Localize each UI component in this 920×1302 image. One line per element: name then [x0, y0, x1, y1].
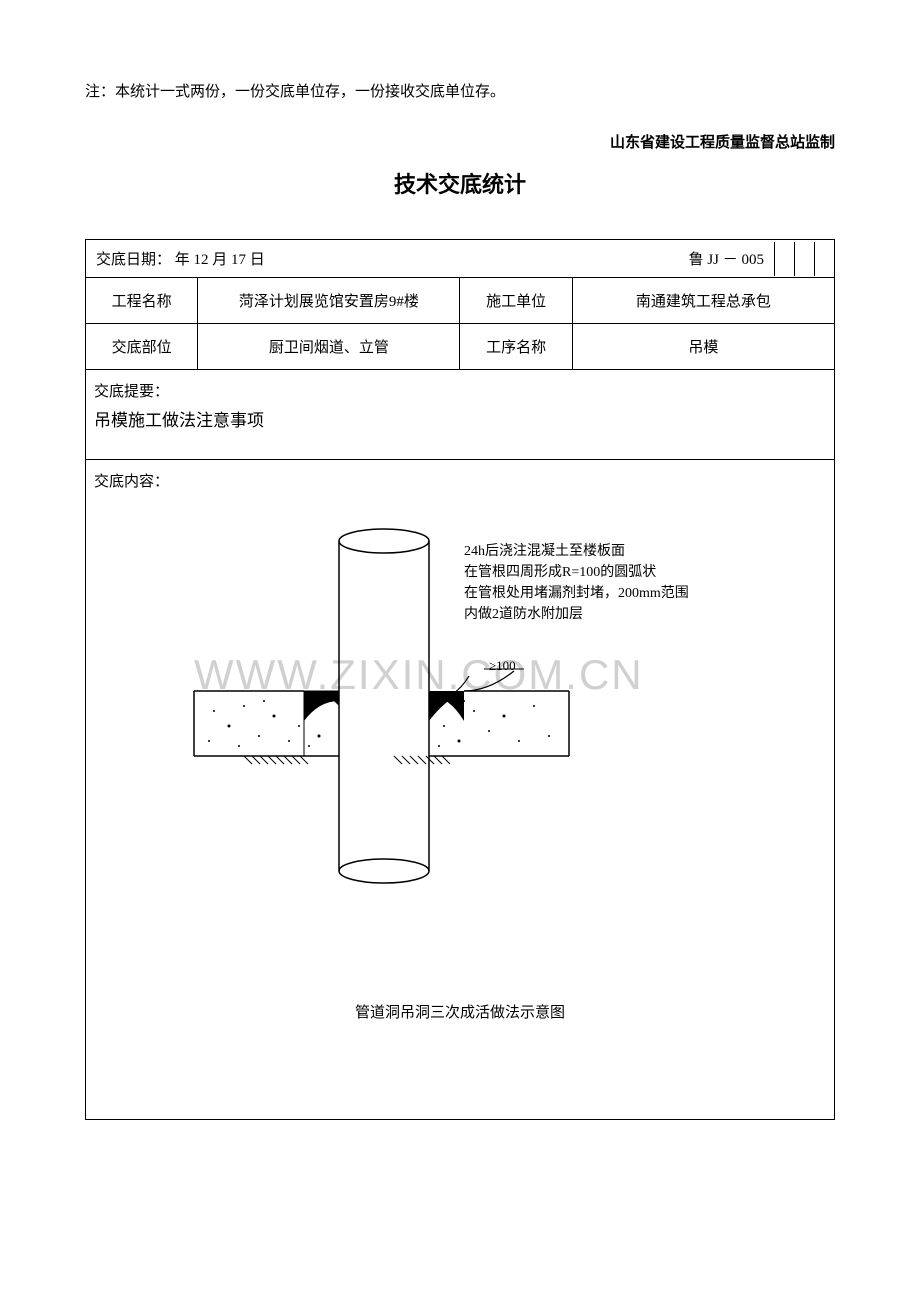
process-name-value: 吊模	[572, 324, 834, 370]
hatch-right	[394, 756, 450, 764]
note-text: 注：本统计一式两份，一份交底单位存，一份接收交底单位存。	[85, 80, 835, 101]
position-value: 厨卫间烟道、立管	[198, 324, 460, 370]
position-label: 交底部位	[86, 324, 198, 370]
page-title: 技术交底统计	[85, 167, 835, 199]
table-row: 交底部位 厨卫间烟道、立管 工序名称 吊模	[86, 324, 835, 370]
annotation-line-1: 24h后浇注混凝土至楼板面	[464, 541, 689, 562]
summary-title: 交底提要：	[94, 380, 826, 401]
doc-number: 鲁 JJ － 005	[689, 252, 764, 268]
annotation-line-4: 内做2道防水附加层	[464, 604, 689, 625]
date-value: 年 12 月 17 日	[175, 252, 265, 268]
diagram-area: WWW.ZIXIN.COM.CN 24h后浇注混凝土至楼板面 在管根四周形成R=…	[94, 501, 826, 981]
annotation-line-3: 在管根处用堵漏剂封堵，200mm范围	[464, 583, 689, 604]
annotation-text: 24h后浇注混凝土至楼板面 在管根四周形成R=100的圆弧状 在管根处用堵漏剂封…	[464, 541, 689, 625]
section-content: 交底内容： WWW.ZIXIN.COM.CN 24h后浇注混凝土至楼板面 在管根…	[85, 460, 835, 1120]
date-row: 交底日期： 年 12 月 17 日 鲁 JJ － 005	[85, 239, 835, 277]
header-supervisor: 山东省建设工程质量监督总站监制	[85, 131, 835, 152]
checkbox-3	[814, 242, 834, 276]
annotation-line-2: 在管根四周形成R=100的圆弧状	[464, 562, 689, 583]
project-name-value: 菏泽计划展览馆安置房9#楼	[198, 278, 460, 324]
summary-content: 吊模施工做法注意事项	[94, 406, 826, 431]
process-name-label: 工序名称	[460, 324, 572, 370]
date-label: 交底日期：	[96, 252, 171, 268]
checkbox-1	[774, 242, 794, 276]
section-summary: 交底提要： 吊模施工做法注意事项	[85, 370, 835, 460]
content-title: 交底内容：	[94, 470, 826, 491]
hatch-left	[244, 756, 308, 764]
construction-unit-label: 施工单位	[460, 278, 572, 324]
dimension-label: ≥100	[489, 658, 516, 674]
construction-unit-value: 南通建筑工程总承包	[572, 278, 834, 324]
table-row: 工程名称 菏泽计划展览馆安置房9#楼 施工单位 南通建筑工程总承包	[86, 278, 835, 324]
project-name-label: 工程名称	[86, 278, 198, 324]
diagram-caption: 管道洞吊洞三次成活做法示意图	[94, 1001, 826, 1022]
info-table: 工程名称 菏泽计划展览馆安置房9#楼 施工单位 南通建筑工程总承包 交底部位 厨…	[85, 277, 835, 370]
checkbox-2	[794, 242, 814, 276]
checkbox-group	[774, 242, 834, 276]
